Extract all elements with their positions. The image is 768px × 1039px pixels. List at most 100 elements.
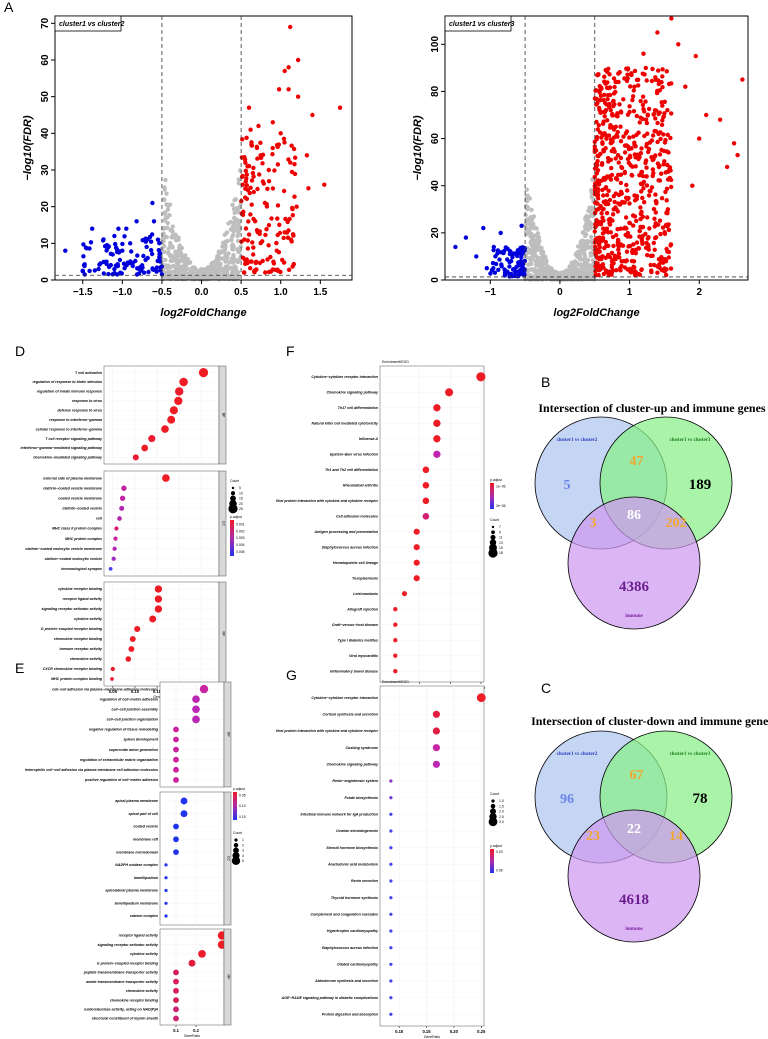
ns-point — [524, 199, 530, 204]
term-label: Th1 and Th2 cell differentiation — [325, 468, 379, 472]
term-dot — [173, 746, 179, 753]
down-point — [129, 249, 134, 254]
y-tick-label: 60 — [430, 133, 441, 145]
facet-panel — [159, 928, 225, 1026]
padj-colorbar — [490, 849, 494, 873]
term-dot — [167, 415, 176, 424]
ns-point — [230, 234, 235, 239]
up-point — [253, 260, 258, 266]
facet-strip-label: BP — [222, 413, 226, 418]
count-legend-dot — [234, 838, 238, 842]
up-point — [648, 262, 653, 268]
down-point — [120, 248, 125, 253]
up-point — [628, 84, 633, 89]
term-label: spleen development — [123, 738, 158, 742]
up-point — [664, 69, 669, 74]
term-label: Viral protein interaction with cytokine … — [276, 499, 379, 503]
y-tick-label: 60 — [40, 54, 51, 66]
ns-point — [165, 215, 170, 220]
term-label: chemokine activity — [70, 657, 103, 661]
up-point — [655, 120, 660, 126]
up-point — [655, 30, 660, 35]
ns-point — [225, 255, 230, 260]
up-point — [625, 234, 630, 239]
ns-point — [202, 268, 208, 273]
down-point — [145, 255, 150, 261]
term-label: cytokine activity — [130, 952, 159, 956]
term-dot — [161, 425, 169, 433]
up-point — [661, 132, 666, 137]
term-dot — [173, 997, 179, 1003]
up-point — [244, 183, 249, 188]
down-point — [522, 258, 528, 264]
up-point — [604, 85, 610, 91]
down-point — [490, 260, 496, 266]
up-point — [604, 136, 609, 141]
down-point — [122, 234, 127, 239]
up-point — [651, 157, 656, 162]
ns-point — [221, 275, 226, 281]
count-legend-label: 5 — [239, 486, 241, 490]
up-point — [599, 162, 605, 167]
up-point — [637, 272, 643, 277]
up-point — [595, 73, 600, 78]
term-dot — [173, 1006, 179, 1013]
ns-point — [543, 266, 548, 272]
x-tick-label: 0.15 — [153, 689, 162, 694]
down-point — [101, 237, 106, 242]
down-point — [505, 246, 510, 251]
x-tick-label: 1 — [627, 287, 633, 298]
term-dot — [154, 595, 163, 603]
up-point — [240, 255, 246, 260]
up-point — [634, 240, 640, 245]
up-point — [667, 167, 672, 172]
count-legend-dot — [230, 491, 236, 496]
ns-point — [162, 197, 167, 203]
x-tick-label: 2 — [696, 287, 702, 298]
term-label: Cell adhesion molecules — [336, 514, 378, 518]
up-point — [246, 105, 252, 110]
up-point — [610, 212, 616, 217]
up-point — [610, 111, 615, 117]
volcano-plot-cluster1-vs-cluster2: −1.5 −1.0 −0.5 0.0 0.5 1.0 1.5 0 10 20 30 40 50 60 70 c… — [22, 15, 353, 319]
down-point — [90, 226, 95, 231]
x-axis-title: log2FoldChange — [160, 307, 246, 319]
venn-title: Intersection of cluster-up and immune ge… — [538, 401, 766, 415]
down-point — [150, 267, 155, 272]
term-dot — [117, 516, 122, 521]
up-point — [249, 202, 254, 207]
y-tick-label: 80 — [430, 85, 441, 97]
term-dot — [132, 454, 139, 461]
up-point — [643, 117, 649, 122]
up-point — [595, 159, 600, 164]
down-point — [149, 251, 155, 257]
term-label: MHC protein complex binding — [51, 677, 103, 681]
down-point — [514, 264, 519, 269]
up-point — [254, 267, 259, 272]
up-point — [731, 141, 737, 146]
up-point — [639, 169, 644, 175]
term-label: Renin−angiotensin system — [332, 779, 378, 783]
go-dotplot-down: cell−cell adhesion via plasma−membrane a… — [25, 681, 246, 1038]
up-point — [592, 139, 597, 144]
term-dot — [413, 559, 420, 566]
plot-frame — [444, 15, 749, 281]
down-point — [498, 230, 503, 236]
up-point — [655, 88, 660, 94]
ns-point — [226, 221, 231, 226]
up-point — [600, 254, 605, 259]
venn-set-c-label: immune — [625, 614, 643, 619]
down-point — [150, 200, 155, 206]
up-point — [636, 83, 641, 88]
count-legend-title: Count — [490, 518, 499, 522]
up-point — [663, 137, 668, 143]
ns-point — [230, 228, 236, 233]
down-point — [144, 244, 149, 250]
term-label: Steroid hormone biosynthesis — [326, 846, 378, 850]
up-point — [615, 134, 620, 139]
down-point — [81, 254, 86, 259]
term-label: peptide transmembrane transporter activi… — [83, 971, 159, 975]
up-point — [665, 207, 671, 212]
up-point — [251, 165, 256, 171]
up-point — [652, 247, 657, 252]
